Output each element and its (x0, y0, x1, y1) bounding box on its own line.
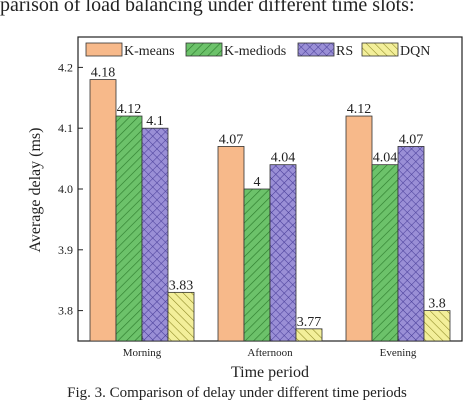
data-label: 4.12 (117, 102, 142, 117)
y-tick-label: 3.9 (58, 243, 73, 257)
x-ticks: Morning Afternoon Evening (123, 336, 417, 359)
x-tick-label: Evening (380, 347, 417, 359)
x-tick-label: Afternoon (247, 347, 293, 359)
legend: K-means K-mediods RS DQN (85, 42, 430, 59)
data-label: 4 (254, 175, 261, 190)
data-label: 4.07 (219, 132, 244, 147)
y-axis-label: Average delay (ms) (27, 128, 44, 253)
legend-swatch-rs (297, 42, 335, 57)
figure-caption: Fig. 3. Comparison of delay under differ… (67, 385, 407, 401)
bar-k-mediods-afternoon (243, 188, 271, 342)
y-tick-label: 3.8 (58, 304, 73, 318)
legend-swatch-dqn (361, 42, 399, 57)
header-text: parison of load balancing under differen… (0, 0, 415, 16)
bar-k-means-afternoon (217, 146, 245, 342)
data-label: 4.1 (146, 114, 164, 129)
data-label: 3.83 (169, 278, 194, 293)
bar-k-means-morning (89, 79, 117, 342)
data-label: 4.07 (399, 132, 424, 147)
bar-rs-afternoon (269, 164, 297, 342)
y-ticks: 3.8 3.9 4.0 4.1 4.2 (58, 60, 83, 318)
legend-swatch-k-mediods (185, 42, 223, 57)
data-label: 4.12 (347, 102, 372, 117)
y-tick-label: 4.1 (58, 121, 73, 135)
bar-dqn-afternoon (295, 328, 323, 342)
x-tick-label: Morning (123, 347, 162, 359)
legend-label: K-means (124, 44, 175, 59)
legend-label: K-mediods (224, 44, 286, 59)
bar-k-mediods-evening (371, 164, 399, 342)
data-label: 3.8 (428, 297, 446, 312)
y-tick-label: 4.0 (58, 182, 73, 196)
legend-label: RS (336, 44, 353, 59)
bar-dqn-morning (167, 291, 195, 342)
bar-rs-evening (397, 146, 425, 342)
data-label: 4.18 (91, 66, 116, 81)
y-tick-label: 4.2 (58, 60, 73, 74)
data-label: 4.04 (271, 151, 296, 166)
data-label: 4.04 (373, 151, 398, 166)
bar-k-means-evening (345, 115, 373, 342)
bar-k-mediods-morning (115, 115, 143, 342)
data-label: 3.77 (297, 315, 322, 330)
bar-chart: Average delay (ms) Time period 3.8 3.9 4.0… (27, 36, 463, 381)
legend-swatch-k-means (85, 42, 123, 57)
legend-label: DQN (400, 44, 430, 59)
bar-dqn-evening (423, 310, 451, 342)
bar-rs-morning (141, 127, 169, 342)
bars: 4.184.124.13.834.0744.043.774.124.044.07… (89, 66, 451, 342)
x-axis-label: Time period (231, 364, 309, 381)
